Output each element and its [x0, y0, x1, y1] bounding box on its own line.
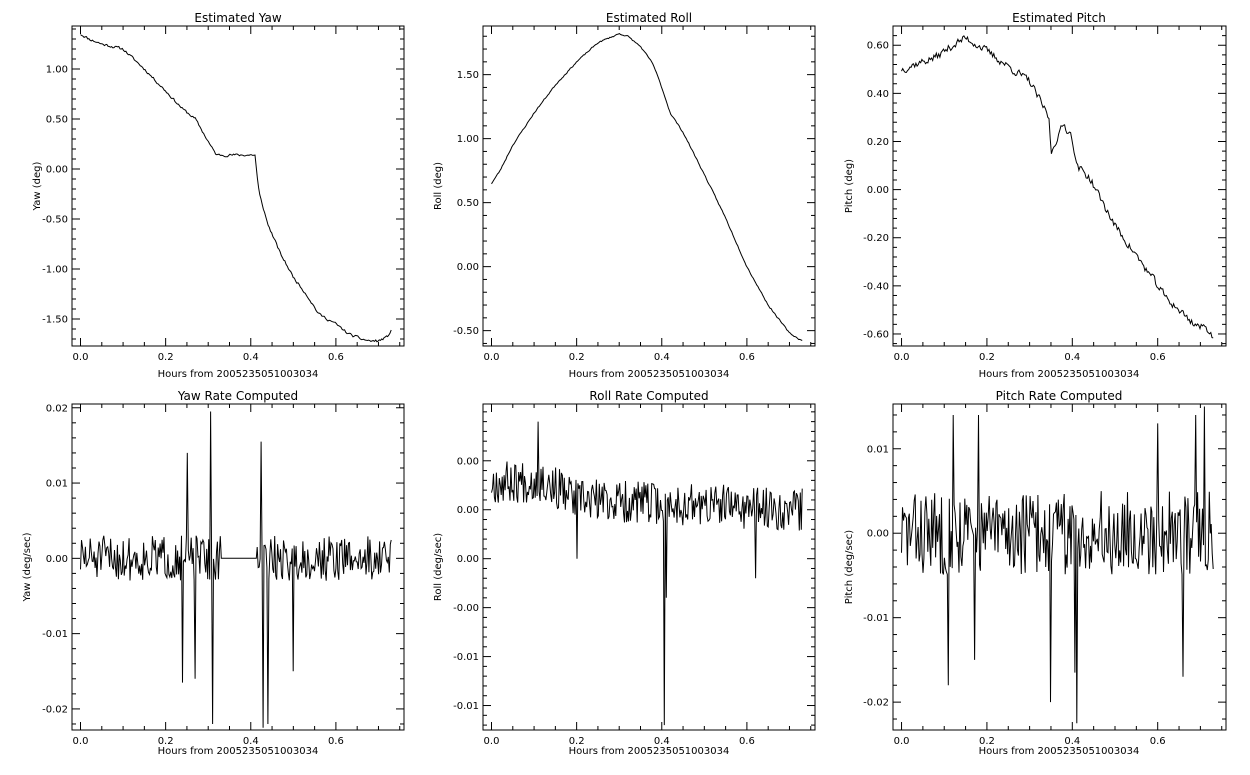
panel-roll-rate: Roll Rate Computed Hours from 2005235051… — [433, 389, 816, 757]
series-line — [80, 34, 392, 343]
x-axis-label: Hours from 2005235051003034 — [979, 369, 1140, 380]
x-tick-label: 0.0 — [894, 352, 910, 363]
x-tick-label: 0.0 — [484, 352, 500, 363]
y-tick-label: 1.00 — [457, 134, 479, 145]
y-tick-label: 0.40 — [867, 89, 889, 100]
y-tick-label: 0.00 — [46, 165, 68, 176]
y-axis-label: Pitch (deg) — [844, 159, 855, 213]
y-axis-label: Roll (deg/sec) — [433, 533, 444, 601]
series-line — [491, 33, 803, 341]
y-tick-label: 0.00 — [457, 505, 479, 516]
chart-title: Roll Rate Computed — [589, 389, 708, 403]
chart-title: Estimated Pitch — [1012, 11, 1106, 25]
y-tick-label: -0.20 — [863, 233, 889, 244]
plot-frame — [71, 25, 405, 347]
panel-pitch-rate: Pitch Rate Computed Hours from 200523505… — [844, 389, 1227, 757]
y-axis-label: Pitch (deg/sec) — [844, 530, 855, 605]
panel-estimated-yaw: Estimated Yaw Hours from 200523505100303… — [32, 11, 405, 380]
panel-yaw-rate: Yaw Rate Computed Hours from 20052350510… — [22, 389, 405, 757]
x-tick-label: 0.4 — [1064, 736, 1080, 747]
x-tick-label: 0.2 — [979, 352, 995, 363]
chart-title: Yaw Rate Computed — [177, 389, 298, 403]
x-tick-label: 0.2 — [569, 352, 585, 363]
x-tick-label: 0.6 — [328, 352, 344, 363]
plot-frame — [892, 403, 1227, 731]
y-tick-label: 0.20 — [867, 137, 889, 148]
y-tick-label: 0.50 — [457, 198, 479, 209]
plot-frame — [71, 403, 405, 731]
y-tick-label: 0.00 — [46, 554, 68, 565]
x-axis-label: Hours from 2005235051003034 — [569, 369, 730, 380]
y-tick-label: -0.60 — [863, 329, 889, 340]
y-tick-label: 0.00 — [867, 529, 889, 540]
x-tick-label: 0.4 — [243, 736, 259, 747]
x-tick-label: 0.2 — [158, 352, 174, 363]
y-tick-label: 0.50 — [46, 115, 68, 126]
y-tick-label: 0.02 — [46, 403, 68, 414]
y-tick-label: 0.01 — [46, 479, 68, 490]
x-tick-label: 0.6 — [1150, 736, 1166, 747]
x-axis-label: Hours from 2005235051003034 — [158, 369, 319, 380]
x-tick-label: 0.6 — [739, 352, 755, 363]
y-tick-label: -0.01 — [453, 652, 479, 663]
x-tick-label: 0.0 — [73, 736, 89, 747]
plot-frame — [482, 25, 816, 347]
panel-estimated-pitch: Estimated Pitch Hours from 2005235051003… — [844, 11, 1227, 380]
y-tick-label: -0.01 — [863, 613, 889, 624]
series-line — [901, 406, 1214, 724]
x-tick-label: 0.4 — [243, 352, 259, 363]
series-line — [901, 35, 1214, 339]
x-tick-label: 0.0 — [73, 352, 89, 363]
y-tick-label: -1.00 — [42, 265, 68, 276]
chart-title: Estimated Yaw — [194, 11, 281, 25]
y-tick-label: 0.60 — [867, 41, 889, 52]
y-tick-label: 1.50 — [457, 70, 479, 81]
y-axis-label: Yaw (deg) — [32, 161, 43, 211]
y-axis-label: Yaw (deg/sec) — [22, 532, 33, 602]
plot-frame — [892, 25, 1227, 347]
x-axis-label: Hours from 2005235051003034 — [158, 746, 319, 757]
series-line — [80, 411, 392, 728]
y-tick-label: -0.01 — [453, 701, 479, 712]
y-tick-label: 1.00 — [46, 65, 68, 76]
x-tick-label: 0.0 — [484, 736, 500, 747]
y-tick-label: -0.01 — [42, 629, 68, 640]
y-tick-label: 0.00 — [457, 456, 479, 467]
x-tick-label: 0.2 — [979, 736, 995, 747]
chart-title: Pitch Rate Computed — [996, 389, 1123, 403]
plot-frame — [482, 403, 816, 731]
y-tick-label: -0.00 — [453, 603, 479, 614]
panel-estimated-roll: Estimated Roll Hours from 20052350510030… — [433, 11, 816, 380]
y-tick-label: 0.01 — [867, 444, 889, 455]
y-tick-label: -0.40 — [863, 281, 889, 292]
x-tick-label: 0.6 — [328, 736, 344, 747]
y-tick-label: -0.50 — [42, 215, 68, 226]
x-tick-label: 0.4 — [654, 352, 670, 363]
x-tick-label: 0.2 — [569, 736, 585, 747]
x-tick-label: 0.4 — [1064, 352, 1080, 363]
chart-title: Estimated Roll — [606, 11, 692, 25]
y-tick-label: 0.00 — [457, 554, 479, 565]
y-tick-label: 0.00 — [457, 262, 479, 273]
y-tick-label: 0.00 — [867, 185, 889, 196]
y-tick-label: -0.50 — [453, 326, 479, 337]
y-tick-label: -0.02 — [42, 704, 68, 715]
x-tick-label: 0.4 — [654, 736, 670, 747]
x-tick-label: 0.2 — [158, 736, 174, 747]
x-tick-label: 0.6 — [1150, 352, 1166, 363]
series-line — [491, 421, 803, 726]
x-axis-label: Hours from 2005235051003034 — [569, 746, 730, 757]
x-tick-label: 0.6 — [739, 736, 755, 747]
y-tick-label: -1.50 — [42, 315, 68, 326]
y-axis-label: Roll (deg) — [433, 162, 444, 210]
x-tick-label: 0.0 — [894, 736, 910, 747]
y-tick-label: -0.02 — [863, 698, 889, 709]
x-axis-label: Hours from 2005235051003034 — [979, 746, 1140, 757]
